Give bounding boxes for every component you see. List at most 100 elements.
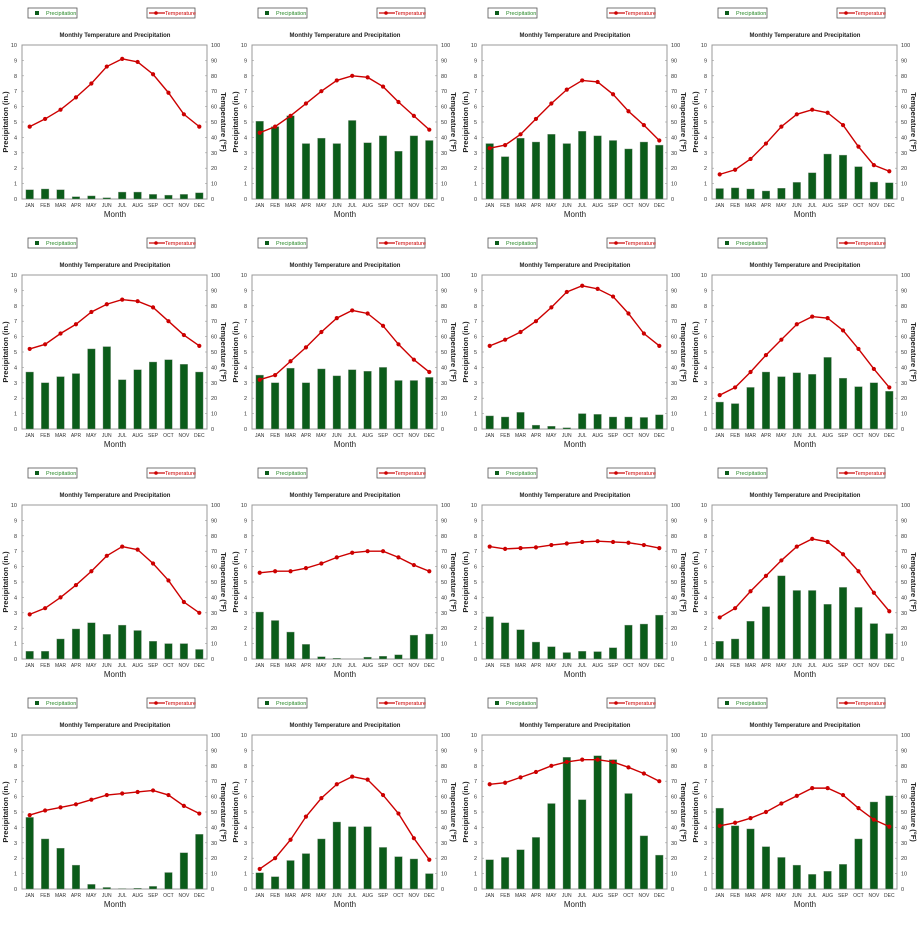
precip-bar: [118, 192, 126, 199]
y2-tick-label: 80: [441, 74, 447, 80]
x-tick-label: JAN: [25, 203, 35, 209]
temperature-point: [810, 786, 814, 790]
y-tick-label: 2: [14, 396, 17, 402]
precip-bar: [762, 847, 770, 889]
temperature-point: [718, 824, 722, 828]
y2-axis-label: Temperature (°F): [909, 552, 918, 612]
temperature-point: [795, 794, 799, 798]
precip-bar: [271, 621, 279, 660]
precip-bar: [379, 656, 387, 659]
y2-tick-label: 80: [211, 534, 217, 540]
legend-label: Precipitation: [46, 241, 76, 247]
y2-tick-label: 100: [441, 43, 450, 49]
y2-tick-label: 90: [901, 288, 907, 294]
x-tick-label: AUG: [822, 203, 833, 209]
precip-bar: [103, 634, 111, 659]
temperature-point: [580, 284, 584, 288]
precip-bar: [731, 826, 739, 889]
temperature-point: [887, 169, 891, 173]
y2-tick-label: 0: [211, 887, 214, 893]
y-tick-label: 4: [244, 595, 247, 601]
temperature-point: [105, 64, 109, 68]
x-tick-label: APR: [531, 893, 542, 899]
y-tick-label: 7: [474, 549, 477, 555]
y2-tick-label: 50: [211, 580, 217, 586]
temperature-point: [626, 765, 630, 769]
y-tick-label: 6: [704, 335, 707, 341]
temperature-point: [534, 770, 538, 774]
y2-tick-label: 100: [441, 733, 450, 739]
x-tick-label: NOV: [408, 203, 420, 209]
y2-tick-label: 60: [901, 795, 907, 801]
y2-tick-label: 50: [441, 810, 447, 816]
legend-label: Precipitation: [46, 701, 76, 707]
y-tick-label: 0: [244, 427, 247, 433]
y2-tick-label: 50: [671, 810, 677, 816]
temperature-point: [273, 125, 277, 129]
y2-tick-label: 90: [901, 748, 907, 754]
y-tick-label: 4: [474, 595, 477, 601]
temperature-point: [258, 571, 262, 575]
x-tick-label: JUL: [118, 663, 127, 669]
y2-tick-label: 60: [671, 565, 677, 571]
y2-tick-label: 0: [441, 657, 444, 663]
temperature-point: [611, 760, 615, 764]
temperature-point: [626, 311, 630, 315]
temperature-point: [611, 540, 615, 544]
y-tick-label: 9: [704, 518, 707, 524]
precip-bar: [563, 653, 571, 659]
x-tick-label: OCT: [393, 663, 404, 669]
precip-bar: [302, 383, 310, 429]
legend-marker-temp: [154, 241, 158, 245]
y-tick-label: 0: [14, 657, 17, 663]
y-tick-label: 10: [701, 273, 707, 279]
x-tick-label: AUG: [822, 663, 833, 669]
temperature-point: [197, 344, 201, 348]
x-axis-label: Month: [334, 210, 356, 219]
temperature-point: [136, 790, 140, 794]
temperature-point: [288, 359, 292, 363]
legend-marker-temp: [154, 11, 158, 15]
y-tick-label: 5: [14, 350, 17, 356]
y-tick-label: 4: [244, 135, 247, 141]
y2-tick-label: 0: [211, 197, 214, 203]
y-tick-label: 4: [244, 365, 247, 371]
precip-bar: [26, 190, 34, 199]
precip-bar: [563, 757, 571, 889]
chart-title: Monthly Temperature and Precipitation: [520, 263, 631, 269]
legend-label: Precipitation: [276, 701, 306, 707]
y2-tick-label: 80: [441, 304, 447, 310]
y-tick-label: 5: [704, 580, 707, 586]
temperature-point: [182, 112, 186, 116]
legend-precipitation: Precipitation: [718, 468, 767, 478]
x-tick-label: APR: [761, 433, 772, 439]
legend-marker-temp: [614, 11, 618, 15]
x-tick-label: NOV: [178, 663, 190, 669]
y-tick-label: 6: [704, 105, 707, 111]
temperature-point: [488, 344, 492, 348]
precip-bar: [793, 590, 801, 659]
temperature-point: [872, 367, 876, 371]
y2-tick-label: 0: [671, 197, 674, 203]
y-tick-label: 3: [244, 381, 247, 387]
x-tick-label: OCT: [163, 893, 174, 899]
x-tick-label: JUN: [562, 893, 572, 899]
temperature-point: [748, 157, 752, 161]
y2-tick-label: 100: [671, 273, 680, 279]
legend-label: Precipitation: [506, 241, 536, 247]
y2-axis-label: Temperature (°F): [219, 552, 228, 612]
precip-bar: [594, 756, 602, 889]
y-tick-label: 0: [474, 197, 477, 203]
temperature-line: [30, 300, 200, 349]
precip-bar: [839, 864, 847, 889]
precip-bar: [716, 808, 724, 889]
y-tick-label: 4: [14, 365, 17, 371]
y2-tick-label: 20: [441, 166, 447, 172]
x-tick-label: SEP: [148, 433, 159, 439]
y2-tick-label: 90: [901, 58, 907, 64]
precip-bar: [364, 657, 372, 659]
